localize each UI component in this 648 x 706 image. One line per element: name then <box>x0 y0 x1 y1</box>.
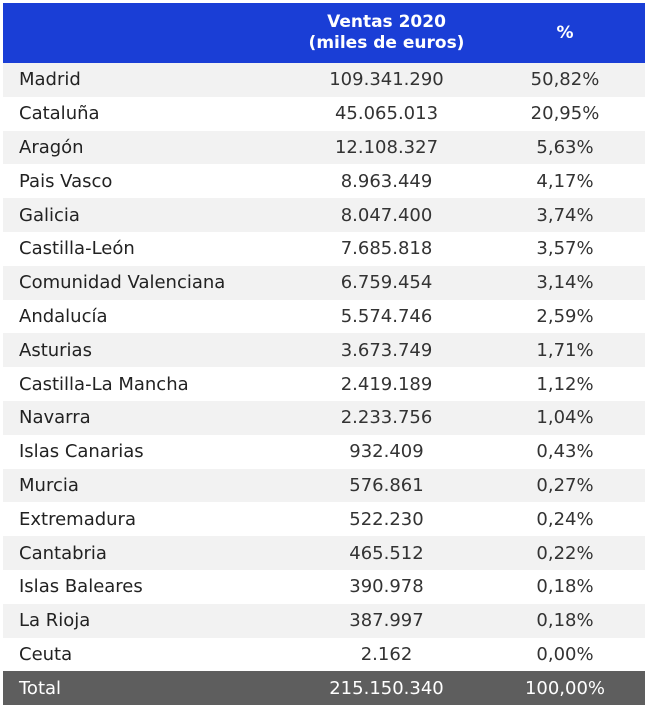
sales-cell: 390.978 <box>288 569 485 604</box>
header-sales-title: Ventas 2020 <box>327 12 446 32</box>
sales-cell: 12.108.327 <box>288 130 485 165</box>
region-cell: Andalucía <box>3 299 288 334</box>
percent-cell: 20,95% <box>485 96 645 131</box>
table-row: La Rioja 387.997 0,18% <box>3 603 645 638</box>
region-cell: Comunidad Valenciana <box>3 265 288 300</box>
total-label: Total <box>3 671 288 706</box>
table-row: Ceuta 2.162 0,00% <box>3 637 645 672</box>
table-body: Madrid 109.341.290 50,82% Cataluña 45.065.01… <box>3 63 645 672</box>
region-cell: Islas Canarias <box>3 434 288 469</box>
region-cell: Islas Baleares <box>3 569 288 604</box>
sales-cell: 7.685.818 <box>288 231 485 266</box>
sales-cell: 3.673.749 <box>288 333 485 368</box>
region-cell: Galicia <box>3 198 288 232</box>
table-row: Madrid 109.341.290 50,82% <box>3 63 645 97</box>
percent-cell: 0,18% <box>485 569 645 604</box>
table-row: Castilla-León 7.685.818 3,57% <box>3 231 645 266</box>
sales-cell: 2.233.756 <box>288 400 485 435</box>
sales-cell: 45.065.013 <box>288 96 485 131</box>
sales-cell: 2.419.189 <box>288 367 485 401</box>
total-percent: 100,00% <box>485 671 645 706</box>
percent-cell: 4,17% <box>485 164 645 199</box>
percent-cell: 0,18% <box>485 603 645 638</box>
sales-cell: 8.047.400 <box>288 198 485 232</box>
percent-cell: 0,24% <box>485 502 645 537</box>
percent-cell: 0,00% <box>485 637 645 672</box>
table-row: Andalucía 5.574.746 2,59% <box>3 299 645 334</box>
sales-cell: 2.162 <box>288 637 485 672</box>
region-cell: Castilla-León <box>3 231 288 266</box>
region-cell: Pais Vasco <box>3 164 288 199</box>
table-row: Murcia 576.861 0,27% <box>3 468 645 503</box>
table-row: Extremadura 522.230 0,24% <box>3 502 645 537</box>
region-cell: Murcia <box>3 468 288 503</box>
table-row: Cataluña 45.065.013 20,95% <box>3 96 645 131</box>
sales-cell: 6.759.454 <box>288 265 485 300</box>
sales-cell: 387.997 <box>288 603 485 638</box>
percent-cell: 0,27% <box>485 468 645 503</box>
region-cell: Aragón <box>3 130 288 165</box>
percent-cell: 1,12% <box>485 367 645 401</box>
region-cell: Madrid <box>3 63 288 97</box>
sales-cell: 5.574.746 <box>288 299 485 334</box>
sales-cell: 932.409 <box>288 434 485 469</box>
table-row: Aragón 12.108.327 5,63% <box>3 130 645 165</box>
sales-cell: 8.963.449 <box>288 164 485 199</box>
region-cell: Asturias <box>3 333 288 368</box>
region-cell: Cantabria <box>3 536 288 570</box>
region-cell: Cataluña <box>3 96 288 131</box>
sales-cell: 522.230 <box>288 502 485 537</box>
percent-cell: 50,82% <box>485 63 645 97</box>
percent-cell: 1,71% <box>485 333 645 368</box>
table-row: Islas Canarias 932.409 0,43% <box>3 434 645 469</box>
sales-cell: 465.512 <box>288 536 485 570</box>
region-cell: Ceuta <box>3 637 288 672</box>
region-cell: Castilla-La Mancha <box>3 367 288 401</box>
table-row: Navarra 2.233.756 1,04% <box>3 400 645 435</box>
table-row: Islas Baleares 390.978 0,18% <box>3 569 645 604</box>
table-row: Castilla-La Mancha 2.419.189 1,12% <box>3 367 645 401</box>
sales-cell: 576.861 <box>288 468 485 503</box>
percent-cell: 0,43% <box>485 434 645 469</box>
total-row: Total 215.150.340 100,00% <box>3 671 645 706</box>
table-row: Galicia 8.047.400 3,74% <box>3 198 645 232</box>
header-sales: Ventas 2020 (miles de euros) <box>288 3 485 63</box>
table-row: Pais Vasco 8.963.449 4,17% <box>3 164 645 199</box>
percent-cell: 3,57% <box>485 231 645 266</box>
percent-cell: 1,04% <box>485 400 645 435</box>
sales-cell: 109.341.290 <box>288 63 485 97</box>
region-cell: Navarra <box>3 400 288 435</box>
region-cell: Extremadura <box>3 502 288 537</box>
header-region <box>3 3 288 63</box>
percent-cell: 3,74% <box>485 198 645 232</box>
percent-cell: 5,63% <box>485 130 645 165</box>
region-cell: La Rioja <box>3 603 288 638</box>
table-row: Cantabria 465.512 0,22% <box>3 536 645 570</box>
header-percent: % <box>485 3 645 63</box>
sales-by-region-table: Ventas 2020 (miles de euros) % Madrid 109… <box>3 3 645 706</box>
percent-cell: 3,14% <box>485 265 645 300</box>
table-row: Asturias 3.673.749 1,71% <box>3 333 645 368</box>
header-sales-unit: (miles de euros) <box>308 33 465 53</box>
percent-cell: 0,22% <box>485 536 645 570</box>
table-row: Comunidad Valenciana 6.759.454 3,14% <box>3 265 645 300</box>
total-sales: 215.150.340 <box>288 671 485 706</box>
table-header-row: Ventas 2020 (miles de euros) % <box>3 3 645 63</box>
percent-cell: 2,59% <box>485 299 645 334</box>
